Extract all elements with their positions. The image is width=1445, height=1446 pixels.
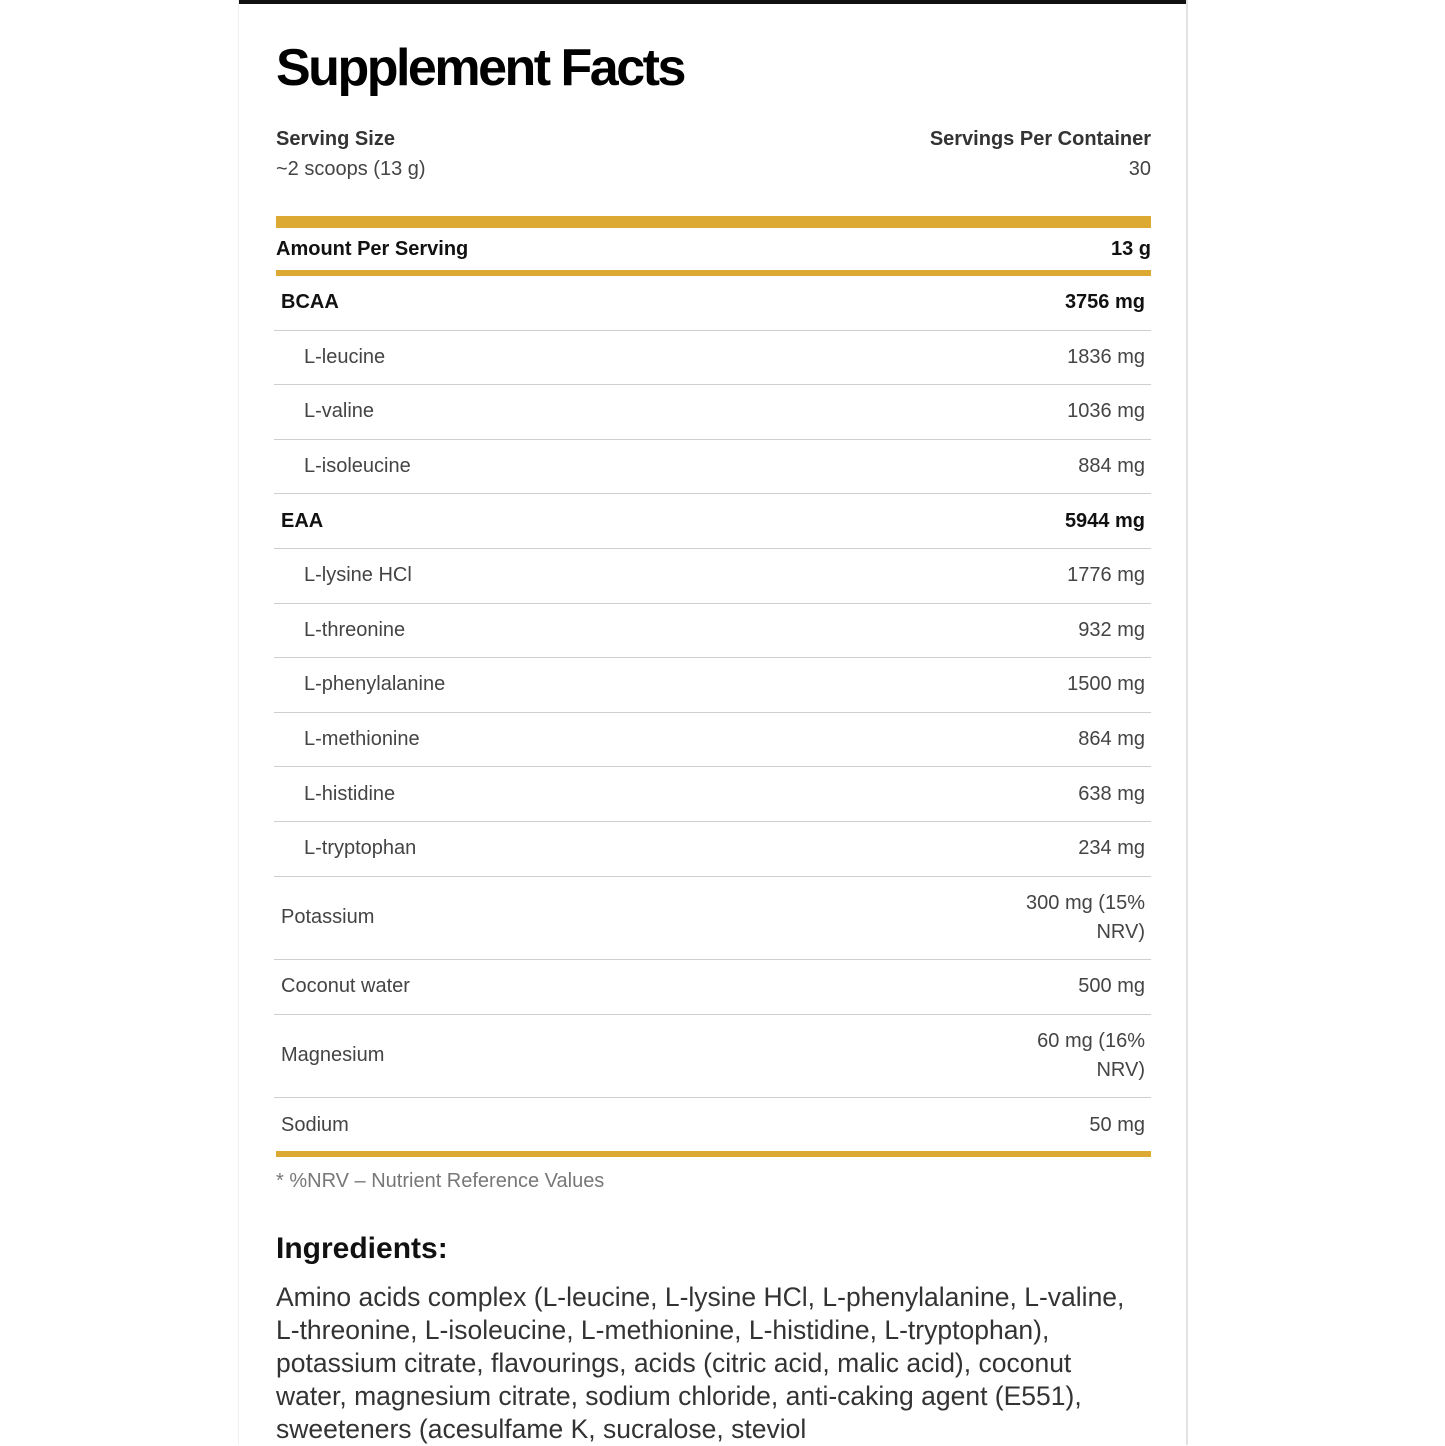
serving-size: Serving Size ~2 scoops (13 g): [276, 124, 426, 184]
nutrient-amount: 234 mg: [1078, 837, 1145, 860]
nutrient-amount: 5944 mg: [1064, 509, 1145, 532]
nutrient-amount: 1776 mg: [1067, 564, 1145, 587]
nutrient-name: L-tryptophan: [304, 837, 417, 860]
nutrient-row: L-histidine 638 mg: [274, 767, 1151, 822]
nutrient-amount: 638 mg: [1078, 782, 1145, 805]
nutrient-row: Coconut water 500 mg: [274, 960, 1151, 1015]
nutrient-name: L-methionine: [304, 728, 420, 751]
divider-thin: [276, 270, 1151, 276]
nutrient-row: Magnesium 60 mg (16% NRV): [274, 1015, 1151, 1099]
amount-per-serving-value: 13 g: [1110, 237, 1151, 260]
nutrient-row: L-phenylalanine 1500 mg: [274, 658, 1151, 713]
nutrient-amount: 884 mg: [1078, 455, 1145, 478]
serving-size-value: ~2 scoops (13 g): [276, 158, 426, 180]
nutrient-name: Sodium: [281, 1113, 349, 1136]
footnote: * %NRV – Nutrient Reference Values: [276, 1170, 605, 1192]
divider-thick: [276, 216, 1151, 228]
nutrient-name: L-valine: [304, 400, 375, 423]
nutrient-name: L-threonine: [304, 618, 406, 641]
top-border: [239, 0, 1186, 4]
nutrient-row: Potassium 300 mg (15% NRV): [274, 877, 1151, 961]
nutrient-row: Sodium 50 mg: [274, 1098, 1151, 1153]
nutrient-name: BCAA: [281, 291, 339, 314]
nutrient-row: L-isoleucine 884 mg: [274, 440, 1151, 495]
page-title: Supplement Facts: [276, 39, 686, 97]
nutrient-amount: 3756 mg: [1064, 291, 1145, 314]
nutrient-name: Magnesium: [281, 1044, 385, 1067]
ingredients-text: Amino acids complex (L-leucine, L-lysine…: [276, 1282, 1125, 1444]
nutrient-amount: 1500 mg: [1067, 673, 1145, 696]
nutrient-name: L-leucine: [304, 345, 386, 368]
nutrient-row: L-tryptophan 234 mg: [274, 822, 1151, 877]
divider-bottom: [276, 1151, 1151, 1157]
nutrient-amount: 864 mg: [1078, 728, 1145, 751]
servings-per-container-label: Servings Per Container: [929, 128, 1151, 150]
nutrient-amount: 300 mg (15% NRV): [1026, 891, 1145, 943]
servings-per-container: Servings Per Container 30: [930, 124, 1151, 184]
nutrient-name: L-lysine HCl: [304, 564, 412, 587]
nutrient-name: L-histidine: [304, 782, 396, 805]
nutrient-row: L-lysine HCl 1776 mg: [274, 549, 1151, 604]
nutrient-amount: 50 mg: [1089, 1113, 1145, 1136]
nutrient-amount: 932 mg: [1078, 618, 1145, 641]
nutrient-row: L-threonine 932 mg: [274, 604, 1151, 659]
nutrient-row: L-leucine 1836 mg: [274, 331, 1151, 386]
amount-per-serving-label: Amount Per Serving: [276, 237, 469, 260]
nutrient-name: L-isoleucine: [304, 455, 411, 478]
nutrient-row: EAA 5944 mg: [274, 494, 1151, 549]
servings-per-container-value: 30: [1128, 158, 1151, 180]
nutrient-row: BCAA 3756 mg: [274, 276, 1151, 331]
ingredients-heading: Ingredients:: [276, 1232, 448, 1265]
nutrient-name: L-phenylalanine: [304, 673, 446, 696]
nutrient-name: Coconut water: [281, 975, 410, 998]
nutrient-name: Potassium: [281, 906, 375, 929]
supplement-facts-panel: Supplement Facts Serving Size ~2 scoops …: [238, 0, 1188, 1445]
nutrient-row: L-valine 1036 mg: [274, 385, 1151, 440]
nutrient-amount: 60 mg (16% NRV): [1037, 1029, 1145, 1081]
nutrient-row: L-methionine 864 mg: [274, 713, 1151, 768]
nutrient-table: BCAA 3756 mg L-leucine 1836 mg L-valine 1036 …: [274, 276, 1151, 1153]
nutrient-amount: 1036 mg: [1067, 400, 1145, 423]
amount-per-serving-row: Amount Per Serving 13 g: [276, 228, 1151, 270]
nutrient-amount: 1836 mg: [1067, 345, 1145, 368]
nutrient-name: EAA: [281, 509, 324, 532]
nutrient-amount: 500 mg: [1078, 975, 1145, 998]
serving-size-label: Serving Size: [276, 128, 395, 150]
